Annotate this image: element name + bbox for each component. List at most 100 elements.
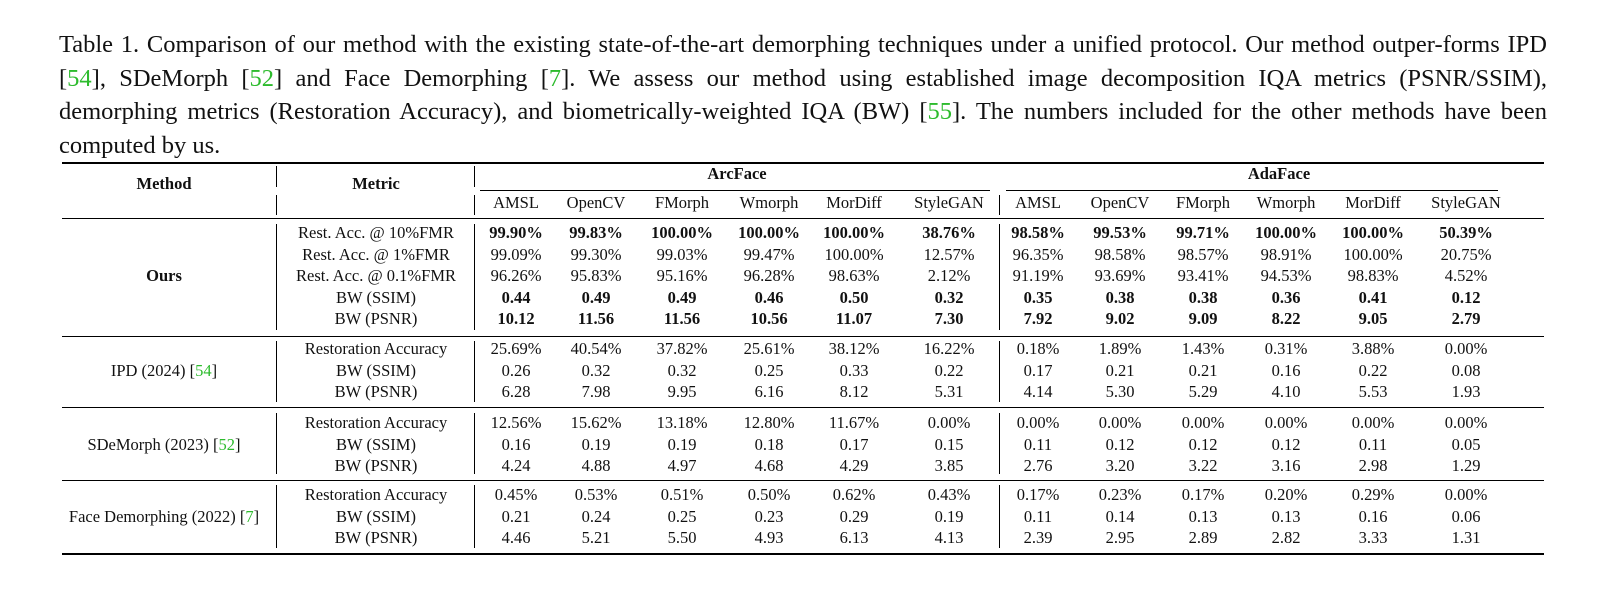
- caption-ref-bw[interactable]: 55: [927, 98, 952, 125]
- table-cell: 0.31%: [1264, 339, 1308, 358]
- method-label: Ours: [146, 266, 182, 285]
- table-cell: 0.38: [1188, 287, 1218, 307]
- method-citation[interactable]: 52: [218, 434, 236, 454]
- table-cell: 0.25: [754, 360, 784, 380]
- group-header-arcface: ArcFace: [707, 164, 767, 183]
- table-cell: 99.90%: [489, 223, 543, 242]
- table-cell: 4.88: [581, 456, 611, 475]
- table-cell: 0.50%: [747, 485, 791, 504]
- table-cell: 0.29%: [1351, 485, 1395, 504]
- table-cell: 0.00%: [1444, 485, 1488, 504]
- table-cell: 7.30: [934, 309, 964, 328]
- method-citation-close: ]: [253, 506, 260, 526]
- caption-ref-sdemorph[interactable]: 52: [249, 64, 275, 92]
- table-cell: 0.19: [667, 434, 697, 454]
- method-citation[interactable]: 7: [245, 506, 254, 526]
- table-cell: 0.15: [934, 434, 964, 454]
- metric-label: Rest. Acc. @ 1%FMR: [302, 244, 450, 264]
- vline-method-metric-1: [276, 195, 277, 215]
- method-header: Method: [136, 174, 192, 193]
- table-cell: 0.21: [1188, 360, 1218, 380]
- method-citation[interactable]: 54: [195, 360, 212, 380]
- table-cell: 0.43%: [927, 485, 971, 504]
- table-cell: 0.33: [839, 360, 869, 380]
- table-cell: 99.30%: [570, 244, 622, 264]
- vline-arcface-adaface-0: [999, 195, 1000, 215]
- vline-method-metric-2: [276, 224, 277, 330]
- table-cell: 0.05: [1451, 434, 1481, 454]
- table-cell: 100.00%: [738, 223, 800, 242]
- caption-text-4: ]. We assess our method using establishe…: [59, 64, 1547, 126]
- table-cell: 0.51%: [660, 485, 704, 504]
- table-top-rule: [62, 162, 1544, 164]
- caption-ref-ipd[interactable]: 54: [67, 64, 92, 92]
- table-cell: 3.16: [1271, 456, 1301, 475]
- results-table: Method Metric ArcFace AdaFace AMSL OpenCV FMor…: [62, 162, 1544, 570]
- column-header-opencv-arcface: OpenCV: [566, 193, 626, 212]
- metric-label: BW (PSNR): [334, 456, 418, 475]
- table-cell: 16.22%: [923, 339, 975, 358]
- column-header-stylegan-adaface: StyleGAN: [1431, 193, 1501, 212]
- metric-label: Restoration Accuracy: [304, 339, 448, 358]
- table-cell: 0.35: [1023, 287, 1053, 307]
- table-cell: 100.00%: [824, 244, 884, 264]
- vline-metric-arcface-2: [474, 224, 475, 330]
- table-cell: 0.00%: [1444, 413, 1488, 432]
- metric-label: Rest. Acc. @ 10%FMR: [298, 223, 454, 242]
- method-label: IPD (2024) [: [110, 360, 196, 380]
- table-cell: 0.49: [581, 287, 611, 307]
- vline-metric-arcface-4: [474, 413, 475, 474]
- table-cell: 0.14: [1105, 506, 1135, 526]
- table-cell: 9.05: [1358, 309, 1388, 328]
- header-rule: [62, 218, 1544, 219]
- table-cell: 5.31: [934, 382, 964, 401]
- table-cell: 9.02: [1105, 309, 1135, 328]
- method-citation-close: ]: [235, 434, 241, 454]
- table-cell: 5.21: [581, 528, 611, 547]
- table-cell: 8.12: [839, 382, 869, 401]
- table-cell: 2.95: [1105, 528, 1135, 547]
- table-cell: 1.29: [1451, 456, 1481, 475]
- column-header-amsl-arcface: AMSL: [493, 193, 539, 212]
- table-cell: 9.95: [667, 382, 697, 401]
- metric-label: BW (PSNR): [334, 382, 418, 401]
- table-cell: 6.28: [501, 382, 531, 401]
- vline-arcface-adaface-3: [999, 413, 1000, 474]
- table-cell: 11.07: [835, 309, 873, 328]
- table-cell: 0.12: [1105, 434, 1135, 454]
- table-cell: 93.41%: [1177, 266, 1229, 285]
- table-cell: 0.00%: [1264, 413, 1308, 432]
- table-cell: 99.47%: [743, 244, 795, 264]
- table-cell: 2.79: [1451, 309, 1481, 328]
- table-cell: 0.13: [1188, 506, 1218, 526]
- method-name: Face Demorphing (2022) [7]: [69, 507, 259, 527]
- table-cell: 20.75%: [1440, 244, 1492, 264]
- table-cell: 12.80%: [743, 413, 795, 432]
- table-cell: 0.11: [1023, 434, 1053, 454]
- table-cell: 1.43%: [1181, 339, 1225, 358]
- vline-method-metric-3: [276, 341, 277, 402]
- caption-ref-face-demorphing[interactable]: 7: [548, 64, 562, 92]
- table-cell: 2.12%: [927, 266, 971, 285]
- table-cell: 91.19%: [1012, 266, 1064, 285]
- table-cell: 10.12: [497, 309, 535, 328]
- table-cell: 0.38: [1105, 287, 1135, 307]
- table-cell: 0.17%: [1181, 485, 1225, 504]
- table-cell: 4.10: [1271, 382, 1301, 401]
- table-cell: 0.44: [501, 287, 531, 307]
- table-cell: 99.71%: [1176, 223, 1230, 242]
- table-cell: 3.33: [1358, 528, 1388, 547]
- table-cell: 99.09%: [490, 244, 542, 264]
- table-cell: 0.17: [1023, 360, 1053, 380]
- table-cell: 0.25: [667, 506, 697, 526]
- table-cell: 0.17: [839, 434, 869, 454]
- table-cell: 5.30: [1105, 382, 1135, 401]
- table-cell: 0.18: [754, 434, 784, 454]
- table-cell: 25.69%: [490, 339, 542, 358]
- table-cell: 98.83%: [1347, 266, 1399, 285]
- table-cell: 0.21: [1105, 360, 1135, 380]
- table-cell: 12.57%: [923, 244, 975, 264]
- vline-metric-arcface-3: [474, 341, 475, 402]
- vline-metric-arcface-0: [474, 166, 475, 187]
- group-header-adaface: AdaFace: [1247, 164, 1311, 183]
